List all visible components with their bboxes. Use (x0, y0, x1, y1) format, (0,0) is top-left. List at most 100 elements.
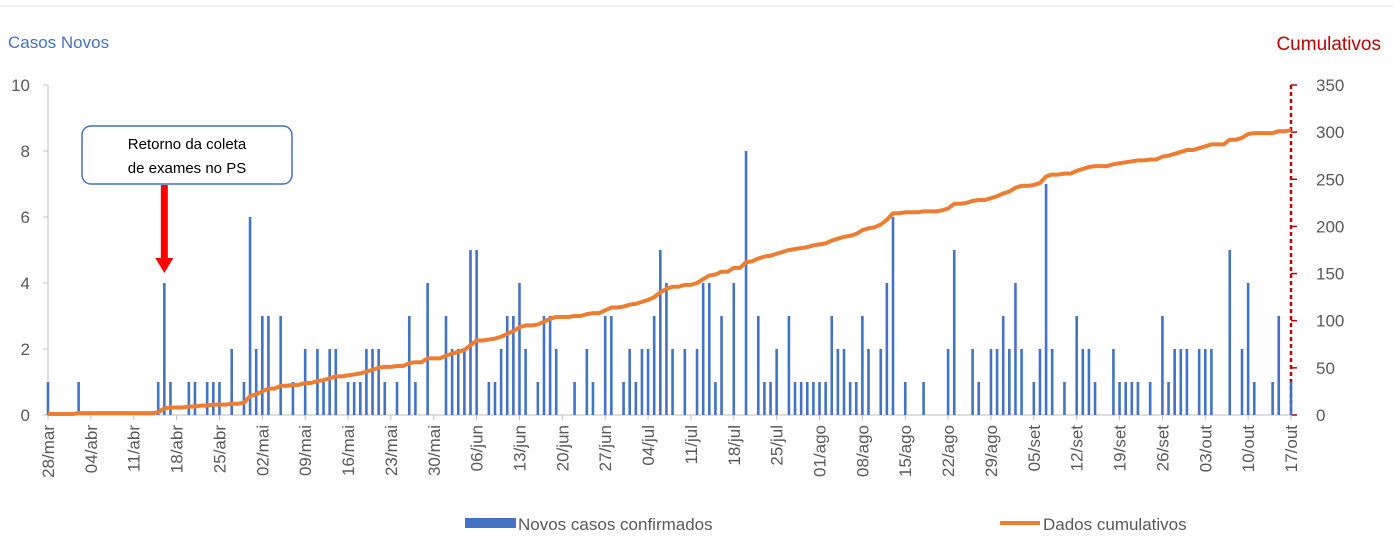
bar (1289, 382, 1293, 415)
bar (775, 349, 778, 415)
bar (193, 382, 197, 415)
annotation-text: Retorno da coleta (128, 136, 247, 153)
bar (187, 382, 191, 415)
bar (818, 382, 821, 415)
bar (1246, 283, 1250, 415)
x-tick-label: 08/ago (853, 425, 872, 477)
bar (591, 382, 595, 415)
bar (1032, 382, 1036, 415)
y2-tick-label: 0 (1316, 406, 1325, 425)
bar (248, 217, 252, 415)
bar (536, 382, 540, 415)
legend-swatch (465, 518, 516, 528)
bar (365, 349, 368, 415)
bar (885, 283, 889, 415)
x-tick-label: 18/abr (168, 425, 187, 474)
y2-tick-label: 100 (1316, 312, 1344, 331)
annotation: Retorno da coleta de exames no PS (81, 125, 293, 185)
bar (769, 382, 772, 415)
bar (334, 349, 338, 415)
bar (267, 316, 270, 415)
bar (842, 349, 846, 415)
bar (977, 382, 981, 415)
bar (1271, 382, 1274, 415)
bar (554, 349, 558, 415)
bar (358, 382, 362, 415)
bar (1050, 349, 1054, 415)
x-tick-label: 09/mai (296, 425, 315, 476)
bar (659, 250, 662, 415)
bar (169, 382, 172, 415)
bar (77, 382, 80, 415)
bar (254, 349, 258, 415)
bar (1020, 349, 1023, 415)
annotation-box (81, 125, 293, 185)
bar (714, 382, 717, 415)
bar (848, 382, 852, 415)
bar (830, 316, 834, 415)
bar (242, 382, 246, 415)
bar (603, 316, 607, 415)
x-tick-label: 25/abr (210, 425, 229, 474)
bar (1124, 382, 1127, 415)
bar (212, 382, 215, 415)
bar (952, 250, 956, 415)
bar (230, 349, 233, 415)
y-axis-title: Casos Novos (8, 33, 109, 52)
bar (744, 151, 748, 415)
bar (1038, 349, 1042, 415)
bar (1228, 250, 1232, 415)
x-tick-label: 27/jun (596, 425, 615, 471)
y-tick-label: 8 (21, 142, 30, 161)
bar (407, 316, 411, 415)
bar (812, 382, 815, 415)
bar (628, 349, 631, 415)
bar (793, 382, 797, 415)
bar (1240, 349, 1244, 415)
x-tick-label: 20/jun (553, 425, 572, 471)
bar (218, 382, 221, 415)
bar (1148, 382, 1152, 415)
bar (463, 349, 466, 415)
bar (163, 283, 166, 415)
x-tick-label: 04/jul (639, 425, 658, 466)
x-tick-label: 23/mai (382, 425, 401, 476)
x-tick-label: 10/out (1239, 425, 1258, 473)
y2-tick-label: 50 (1316, 359, 1335, 378)
bar (879, 349, 883, 415)
bar (756, 316, 760, 415)
y2-tick-label: 200 (1316, 217, 1344, 236)
bar (1210, 349, 1213, 415)
x-tick-label: 11/abr (125, 425, 144, 472)
bar (701, 283, 705, 415)
bar (824, 382, 827, 415)
bar (469, 250, 472, 415)
y-tick-label: 0 (21, 406, 30, 425)
bar (1093, 382, 1097, 415)
x-tick-label: 16/mai (339, 425, 358, 476)
legend-label: Novos casos confirmados (518, 515, 713, 534)
x-tick-label: 06/jun (468, 425, 487, 471)
y2-tick-label: 350 (1316, 76, 1344, 95)
bar (763, 382, 766, 415)
annotation-text: de exames no PS (128, 160, 246, 177)
bar (156, 382, 160, 415)
bar (1044, 184, 1048, 415)
bar (989, 349, 993, 415)
bar (487, 382, 491, 415)
bar (279, 316, 282, 415)
bar (720, 316, 723, 415)
bar (1173, 349, 1176, 415)
legend-label: Dados cumulativos (1043, 515, 1187, 534)
x-tick-label: 12/set (1068, 425, 1087, 472)
bar (475, 250, 478, 415)
bar (512, 316, 515, 415)
bar (1081, 349, 1085, 415)
bar (1112, 349, 1115, 415)
bar (518, 283, 521, 415)
bar (995, 349, 999, 415)
bar (505, 316, 509, 415)
bar (585, 349, 589, 415)
